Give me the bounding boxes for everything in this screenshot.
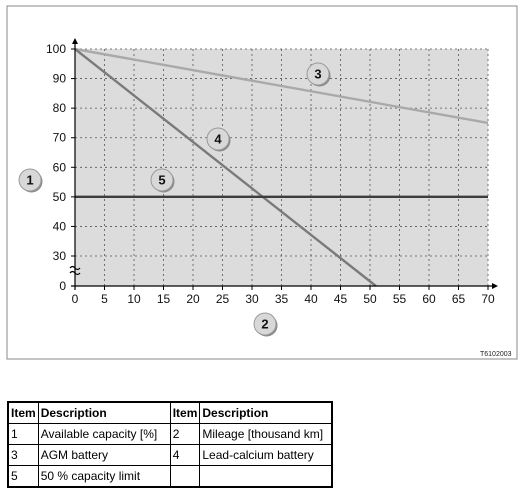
callout-circle-1 [18, 168, 42, 192]
callout-label-2: 2 [261, 317, 268, 332]
series-lines [74, 47, 489, 287]
item-number: 1 [7, 423, 39, 445]
callout-circle-4 [206, 127, 230, 151]
y-tick-label: 60 [53, 160, 67, 174]
series-line-3 [74, 47, 489, 125]
axes [69, 38, 498, 290]
x-tick-label: 35 [275, 292, 289, 306]
item-description [199, 465, 333, 488]
legend-table: Item Description Item Description 1 Avai… [7, 401, 334, 488]
callouts: 1 2 3 4 5 [18, 62, 331, 337]
x-tick-label: 20 [186, 292, 200, 306]
x-tick-label: 40 [304, 292, 318, 306]
figure-reference: T6102003 [480, 351, 512, 358]
y-axis-arrow [72, 38, 78, 44]
x-tick-label: 0 [72, 292, 79, 306]
x-tick-label: 65 [452, 292, 466, 306]
legend-header-row: Item Description Item Description [7, 401, 333, 424]
x-tick-label: 50 [363, 292, 377, 306]
x-tick-label: 30 [245, 292, 259, 306]
item-description: 50 % capacity limit [37, 465, 171, 488]
legend-row: 3 AGM battery 4 Lead-calcium battery [7, 444, 333, 466]
y-tick-label: 70 [53, 131, 67, 145]
callout-circle-3 [306, 62, 330, 86]
item-description: Lead-calcium battery [199, 444, 333, 466]
item-number: 3 [7, 444, 39, 466]
header-item: Item [7, 401, 39, 424]
x-tick-label: 45 [334, 292, 348, 306]
x-tick-label: 5 [101, 292, 108, 306]
series-line-4 [74, 48, 377, 287]
callout-label-1: 1 [26, 173, 33, 188]
header-item: Item [169, 401, 201, 424]
y-tick-label: 50 [53, 190, 67, 204]
y-axis-break-mark [69, 265, 81, 276]
x-tick-label: 55 [393, 292, 407, 306]
y-tick-label: 90 [53, 72, 67, 86]
x-tick-label: 25 [216, 292, 230, 306]
x-tick-label: 15 [157, 292, 171, 306]
callout-label-5: 5 [158, 173, 165, 188]
x-tick-label: 10 [127, 292, 141, 306]
y-tick-label: 100 [46, 42, 66, 56]
header-description: Description [37, 401, 171, 424]
item-number: 2 [169, 423, 201, 445]
x-axis-arrow [492, 283, 498, 289]
callout-label-3: 3 [314, 67, 321, 82]
callout-circle-2 [253, 312, 277, 336]
y-tick-label: 80 [53, 101, 67, 115]
y-tick-label: 40 [53, 219, 67, 233]
item-description: AGM battery [37, 444, 171, 466]
legend-row: 1 Available capacity [%] 2 Mileage [thou… [7, 423, 333, 445]
x-tick-label: 70 [481, 292, 495, 306]
item-number [169, 465, 201, 488]
header-description: Description [199, 401, 333, 424]
tick-labels: 0 5 10 15 20 25 30 35 40 45 50 55 60 65 70030405060708… [46, 42, 495, 306]
callout-circle-5 [150, 168, 174, 192]
item-description: Available capacity [%] [37, 423, 171, 445]
item-description: Mileage [thousand km] [199, 423, 333, 445]
y-tick-label: 30 [53, 249, 67, 263]
item-number: 4 [169, 444, 201, 466]
item-number: 5 [7, 465, 39, 488]
y-tick-label: 0 [59, 279, 66, 293]
callout-label-4: 4 [214, 132, 222, 147]
legend-row: 5 50 % capacity limit [7, 465, 333, 488]
x-tick-label: 60 [422, 292, 436, 306]
